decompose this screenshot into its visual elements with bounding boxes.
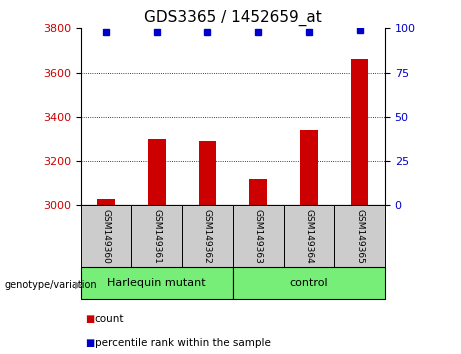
Text: ■: ■ (85, 338, 95, 348)
Text: GSM149365: GSM149365 (355, 209, 364, 264)
Bar (97, 199, 115, 205)
Text: ■: ■ (85, 314, 95, 324)
Text: GSM149363: GSM149363 (254, 209, 263, 264)
Bar (81, 267, 233, 299)
Bar (182, 205, 233, 267)
Text: count: count (95, 314, 124, 324)
Bar (233, 205, 284, 267)
Bar (233, 267, 385, 299)
Bar (334, 205, 385, 267)
Bar (81, 205, 131, 267)
Text: genotype/variation: genotype/variation (5, 280, 97, 290)
Text: Harlequin mutant: Harlequin mutant (107, 278, 206, 288)
Bar (249, 179, 267, 205)
Bar (131, 205, 182, 267)
Text: ▶: ▶ (75, 280, 82, 290)
Text: GSM149361: GSM149361 (152, 209, 161, 264)
Title: GDS3365 / 1452659_at: GDS3365 / 1452659_at (144, 9, 322, 25)
Text: GSM149360: GSM149360 (101, 209, 111, 264)
Text: control: control (290, 278, 328, 288)
Bar (148, 139, 165, 205)
Bar (284, 205, 334, 267)
Text: GSM149362: GSM149362 (203, 209, 212, 264)
Text: GSM149364: GSM149364 (304, 209, 313, 264)
Bar (300, 130, 318, 205)
Bar (199, 141, 216, 205)
Text: percentile rank within the sample: percentile rank within the sample (95, 338, 271, 348)
Bar (351, 59, 368, 205)
